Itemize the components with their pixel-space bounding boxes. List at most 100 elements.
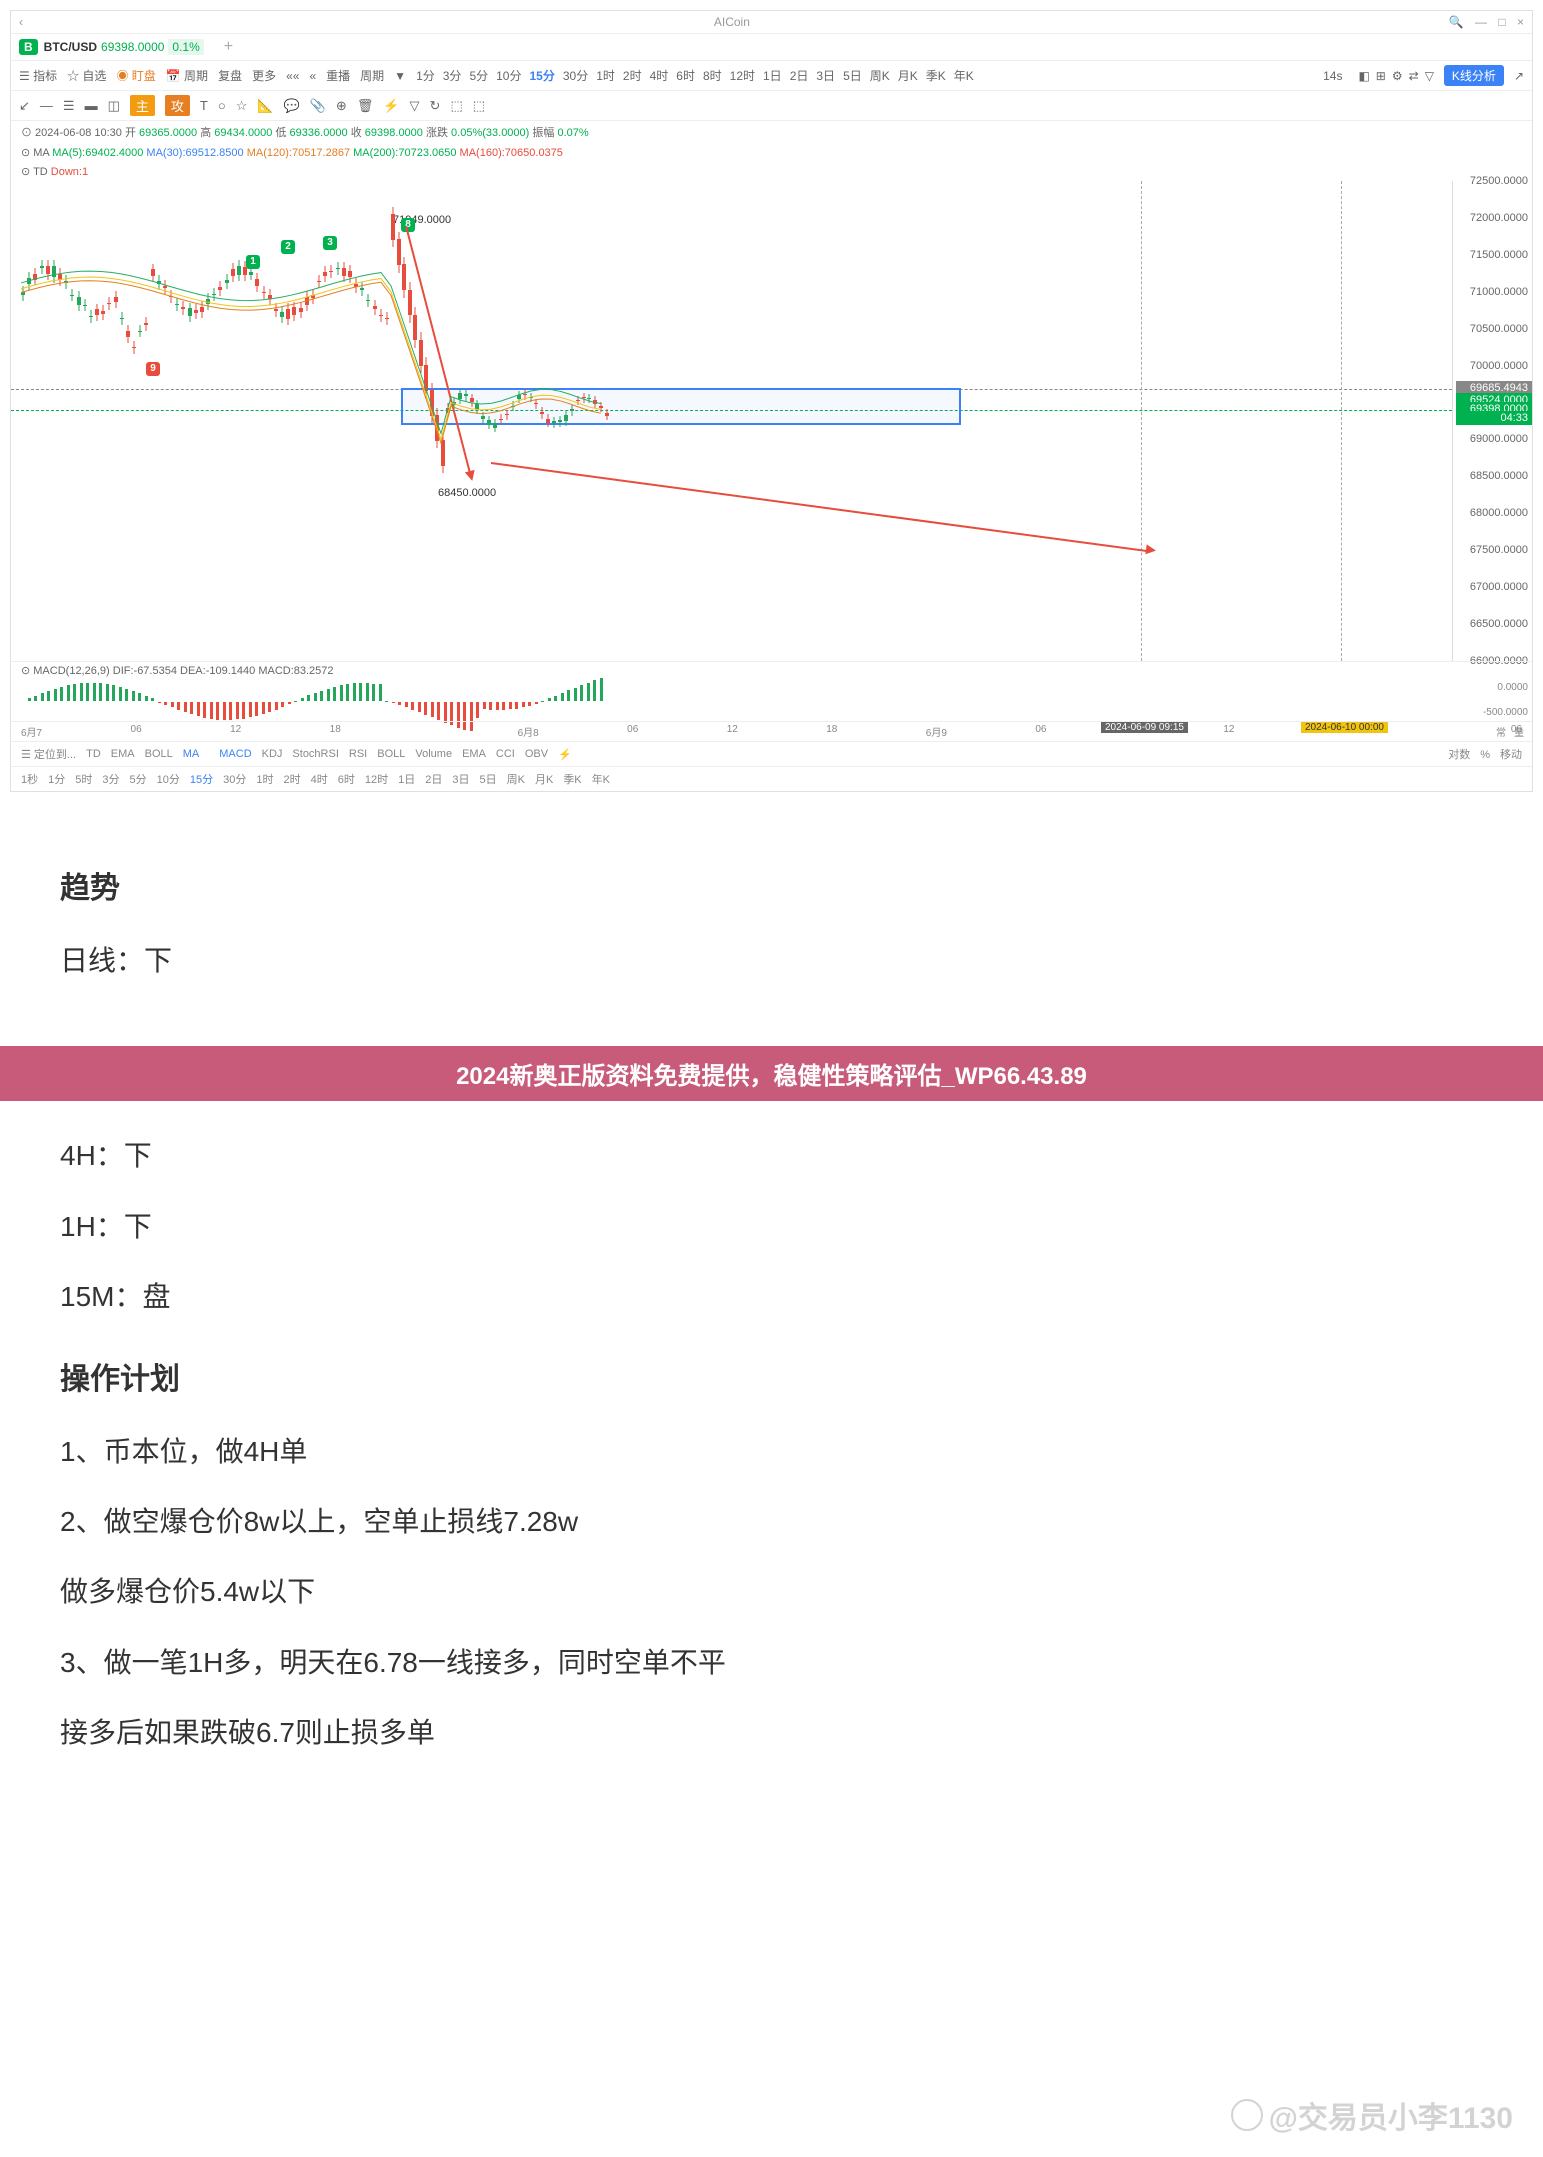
draw-tool-icon[interactable]: ☆ [236, 98, 248, 114]
toolbar-item[interactable]: ▼ [394, 69, 406, 83]
maximize-icon[interactable]: □ [1498, 15, 1505, 29]
timeframe-button[interactable]: 1分 [48, 771, 65, 787]
timeframe-button[interactable]: 2日 [790, 67, 809, 84]
draw-tool-icon[interactable]: 🗑 [357, 98, 374, 114]
timeframe-button[interactable]: 5分 [469, 67, 488, 84]
trend-arrow[interactable] [491, 462, 1151, 553]
timeframe-button[interactable]: 5日 [843, 67, 862, 84]
timeframe-button[interactable]: 3日 [452, 771, 469, 787]
timeframe-button[interactable]: 15分 [190, 771, 213, 787]
timeframe-button[interactable]: 季K [926, 67, 946, 84]
timeframe-button[interactable]: 5日 [480, 771, 497, 787]
minimize-icon[interactable]: — [1475, 15, 1487, 29]
indicator-option[interactable]: 移动 [1500, 749, 1522, 761]
indicator-button[interactable]: StochRSI [292, 748, 338, 760]
toolbar-item[interactable]: ◉ 盯盘 [116, 67, 155, 84]
timeframe-button[interactable]: 4时 [650, 67, 669, 84]
indicator-button[interactable]: MACD [219, 748, 251, 760]
timeframe-button[interactable]: 季K [563, 771, 581, 787]
timeframe-button[interactable]: 周K [870, 67, 890, 84]
search-icon[interactable]: 🔍 [1449, 15, 1464, 29]
draw-tool-icon[interactable]: ▽ [410, 98, 420, 114]
draw-tool-icon[interactable]: ⬚ [473, 98, 485, 114]
indicator-button[interactable]: Volume [415, 748, 452, 760]
timeframe-button[interactable]: 1时 [256, 771, 273, 787]
draw-tool-icon[interactable]: — [40, 98, 53, 113]
zhu-badge[interactable]: 主 [130, 95, 155, 116]
indicator-button[interactable]: CCI [496, 748, 515, 760]
timeframe-button[interactable]: 30分 [563, 67, 588, 84]
toolbar-item[interactable]: ☰ 指标 [19, 67, 57, 84]
indicator-button[interactable]: BOLL [377, 748, 405, 760]
timeframe-button[interactable]: 年K [592, 771, 610, 787]
toolbar-item[interactable]: 周期 [360, 67, 384, 84]
indicator-button[interactable]: OBV [525, 748, 548, 760]
timeframe-button[interactable]: 1分 [416, 67, 435, 84]
macd-panel[interactable]: ⊙ MACD(12,26,9) DIF:-67.5354 DEA:-109.14… [11, 661, 1532, 721]
locate-button[interactable]: ☰ 定位到... [21, 746, 76, 762]
draw-tool-icon[interactable]: ◫ [108, 98, 120, 114]
indicator-button[interactable]: MA [183, 748, 200, 760]
draw-tool-icon[interactable]: ↻ [430, 98, 441, 114]
toolbar-item[interactable]: 重播 [326, 67, 350, 84]
toolbar-item[interactable]: 更多 [252, 67, 276, 84]
toolbar-icon[interactable]: ◧ [1358, 69, 1369, 83]
timeframe-button[interactable]: 3日 [816, 67, 835, 84]
timeframe-button[interactable]: 3分 [443, 67, 462, 84]
indicator-button[interactable]: BOLL [145, 748, 173, 760]
toolbar-icon[interactable]: ⇄ [1409, 69, 1419, 83]
timeframe-button[interactable]: 1秒 [21, 771, 38, 787]
share-icon[interactable]: ↗ [1514, 69, 1524, 83]
draw-tool-icon[interactable]: ☰ [63, 98, 75, 114]
x-axis-mode[interactable]: 常 [1496, 728, 1506, 739]
timeframe-button[interactable]: 周K [507, 771, 525, 787]
timeframe-button[interactable]: 2时 [284, 771, 301, 787]
timeframe-button[interactable]: 2日 [425, 771, 442, 787]
toolbar-icon[interactable]: ▽ [1425, 69, 1434, 83]
timeframe-button[interactable]: 4时 [311, 771, 328, 787]
toolbar-item[interactable]: « [309, 69, 316, 83]
indicator-button[interactable]: EMA [111, 748, 135, 760]
timeframe-button[interactable]: 年K [954, 67, 974, 84]
timeframe-button[interactable]: 10分 [157, 771, 180, 787]
x-axis-mode[interactable]: 量 [1514, 728, 1524, 739]
timeframe-button[interactable]: 3分 [102, 771, 119, 787]
indicator-option[interactable]: 对数 [1448, 749, 1470, 761]
indicator-button[interactable]: KDJ [262, 748, 283, 760]
timeframe-button[interactable]: 12时 [730, 67, 755, 84]
timeframe-button[interactable]: 月K [898, 67, 918, 84]
draw-tool-icon[interactable]: ↙ [19, 98, 30, 114]
toolbar-item[interactable]: 复盘 [218, 67, 242, 84]
timeframe-button[interactable]: 15分 [529, 67, 554, 84]
indicator-button[interactable]: ⚡ [558, 748, 572, 761]
add-tab-icon[interactable]: + [224, 38, 233, 56]
toolbar-item[interactable]: 📅 周期 [166, 67, 208, 84]
timeframe-button[interactable]: 6时 [338, 771, 355, 787]
timeframe-button[interactable]: 1时 [596, 67, 615, 84]
indicator-option[interactable]: % [1480, 749, 1490, 761]
draw-tool-icon[interactable]: ○ [218, 98, 226, 113]
timeframe-button[interactable]: 5分 [130, 771, 147, 787]
timeframe-button[interactable]: 6时 [676, 67, 695, 84]
draw-tool-icon[interactable]: 💬 [284, 98, 300, 114]
indicator-button[interactable]: RSI [349, 748, 367, 760]
toolbar-item[interactable]: «« [286, 69, 299, 83]
close-icon[interactable]: × [1517, 15, 1524, 29]
draw-tool-icon[interactable]: 📐 [257, 98, 273, 114]
timeframe-button[interactable]: 2时 [623, 67, 642, 84]
draw-tool-icon[interactable]: ⚡ [383, 98, 399, 114]
timeframe-button[interactable]: 12时 [365, 771, 388, 787]
timeframe-button[interactable]: 1日 [763, 67, 782, 84]
chart-area[interactable]: 71949.000068450.000091238 72500.00007200… [11, 181, 1532, 661]
draw-tool-icon[interactable]: ⬚ [450, 98, 462, 114]
ad-banner[interactable]: 2024新奥正版资料免费提供，稳健性策略评估_WP66.43.89 [0, 1046, 1543, 1101]
kline-analysis-button[interactable]: K线分析 [1444, 65, 1504, 86]
draw-tool-icon[interactable]: T [200, 98, 208, 113]
timeframe-button[interactable]: 5时 [75, 771, 92, 787]
timeframe-button[interactable]: 10分 [496, 67, 521, 84]
toolbar-icon[interactable]: ⊞ [1376, 69, 1386, 83]
toolbar-icon[interactable]: ⚙ [1392, 69, 1403, 83]
gong-badge[interactable]: 攻 [165, 95, 190, 116]
indicator-button[interactable]: EMA [462, 748, 486, 760]
pair-name[interactable]: BTC/USD [44, 40, 97, 54]
